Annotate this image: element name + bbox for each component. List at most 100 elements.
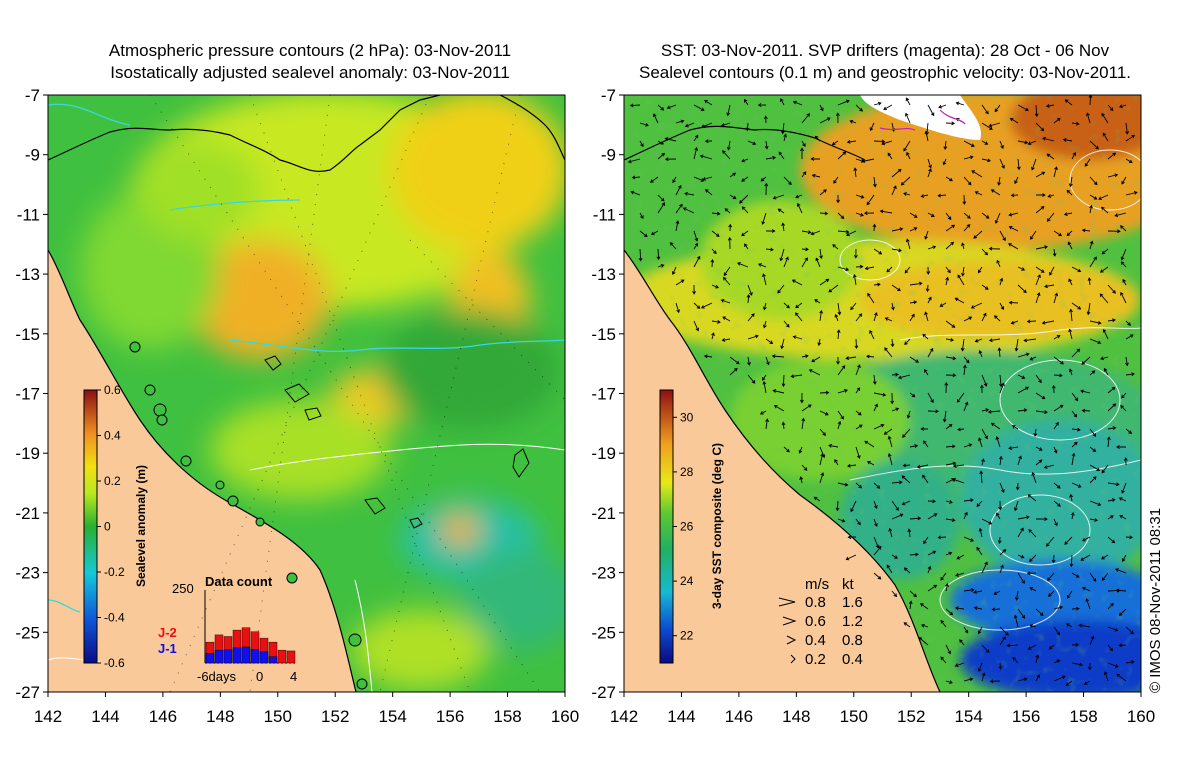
velocity-vector	[711, 319, 721, 324]
velocity-vector	[1089, 370, 1096, 376]
velocity-vector	[801, 404, 812, 412]
velocity-vector	[981, 561, 988, 574]
velocity-vector	[1053, 626, 1061, 636]
velocity-vector	[801, 140, 806, 147]
velocity-vector	[657, 264, 665, 268]
velocity-vector	[747, 284, 753, 296]
velocity-vector	[1125, 190, 1138, 196]
velocity-vector	[1089, 320, 1102, 325]
velocity-vector	[944, 381, 949, 394]
velocity-vector	[1066, 230, 1073, 237]
velocity-vector	[1012, 656, 1019, 664]
lat-tick-label: -23	[15, 564, 40, 583]
velocity-vector	[1035, 446, 1043, 451]
velocity-vector	[819, 410, 829, 416]
velocity-vector	[791, 279, 803, 286]
velocity-vector	[764, 140, 769, 150]
velocity-vector	[1101, 572, 1109, 581]
velocity-vector	[864, 440, 875, 448]
velocity-vector	[920, 427, 928, 431]
velocity-legend-kt: 1.2	[842, 613, 863, 630]
velocity-vector	[1107, 482, 1120, 487]
velocity-vector	[940, 656, 947, 664]
velocity-vector	[945, 583, 949, 592]
velocity-vector	[1107, 318, 1116, 323]
velocity-vector	[873, 423, 885, 430]
velocity-vector	[1086, 302, 1091, 316]
data-count-bar-j1	[205, 653, 215, 664]
velocity-vector	[902, 463, 911, 468]
velocity-vector	[1029, 356, 1037, 361]
velocity-vector	[909, 552, 919, 557]
velocity-vector	[1014, 338, 1019, 352]
lat-tick-label: -23	[591, 564, 616, 583]
velocity-vector	[819, 472, 825, 484]
lon-tick-label: 152	[321, 707, 349, 726]
velocity-vector	[783, 176, 792, 186]
velocity-vector	[952, 464, 965, 468]
velocity-vector	[1053, 518, 1058, 527]
velocity-vector	[994, 212, 1001, 224]
velocity-vector	[981, 140, 989, 145]
velocity-vector	[783, 446, 790, 453]
velocity-vector	[700, 122, 713, 129]
velocity-vector	[780, 122, 785, 135]
velocity-vector	[801, 247, 809, 252]
velocity-vector	[873, 545, 882, 556]
left-sealevel-field	[48, 95, 565, 692]
velocity-vector	[962, 194, 967, 205]
velocity-vector	[999, 140, 1004, 150]
velocity-vector	[664, 137, 677, 142]
velocity-vector	[854, 338, 859, 350]
colorbar-tick-label: -0.2	[104, 565, 125, 579]
velocity-vector	[837, 99, 850, 106]
velocity-vector	[993, 315, 1001, 322]
velocity-vector	[891, 302, 895, 311]
velocity-vector	[938, 104, 947, 109]
lon-tick-label: 158	[1069, 707, 1097, 726]
velocity-vector	[741, 230, 749, 237]
velocity-vector	[745, 122, 750, 132]
velocity-vector	[1008, 446, 1019, 451]
velocity-vector	[963, 511, 968, 520]
lon-tick-label: 154	[378, 707, 406, 726]
velocity-vector	[693, 146, 699, 160]
velocity-vector	[1089, 572, 1097, 582]
velocity-vector	[873, 282, 881, 287]
velocity-vector	[1119, 225, 1127, 232]
velocity-vector	[726, 140, 731, 151]
velocity-vector	[849, 119, 857, 124]
lon-tick-label: 148	[782, 707, 810, 726]
velocity-vector	[711, 248, 717, 255]
velocity-vector	[872, 374, 877, 385]
left-colorbar-ramp	[83, 389, 98, 664]
velocity-vector	[629, 103, 641, 108]
velocity-vector	[927, 499, 937, 504]
velocity-vector	[1013, 614, 1019, 628]
velocity-vector	[976, 500, 983, 508]
velocity-vector	[664, 157, 677, 162]
velocity-vector	[981, 248, 988, 256]
velocity-vector	[873, 392, 887, 397]
velocity-vector	[836, 357, 840, 365]
velocity-vector	[711, 211, 721, 216]
velocity-vector	[1089, 140, 1099, 150]
velocity-vector	[1098, 194, 1109, 200]
velocity-vector	[1035, 266, 1045, 273]
velocity-vector	[1045, 536, 1055, 547]
velocity-vector	[1017, 608, 1026, 619]
velocity-vector	[978, 527, 983, 538]
velocity-vector	[963, 155, 974, 160]
velocity-vector	[1101, 248, 1109, 255]
velocity-vector	[1125, 535, 1134, 540]
velocity-vector	[905, 112, 911, 124]
data-count-bar-j1	[214, 649, 224, 664]
velocity-vector	[800, 147, 804, 159]
velocity-vector	[1085, 598, 1091, 610]
velocity-vector	[704, 139, 713, 144]
lat-tick-label: -7	[25, 86, 40, 105]
velocity-vector	[890, 338, 895, 348]
velocity-vector	[722, 316, 731, 322]
velocity-vector	[1102, 132, 1109, 142]
velocity-vector	[1008, 226, 1019, 232]
